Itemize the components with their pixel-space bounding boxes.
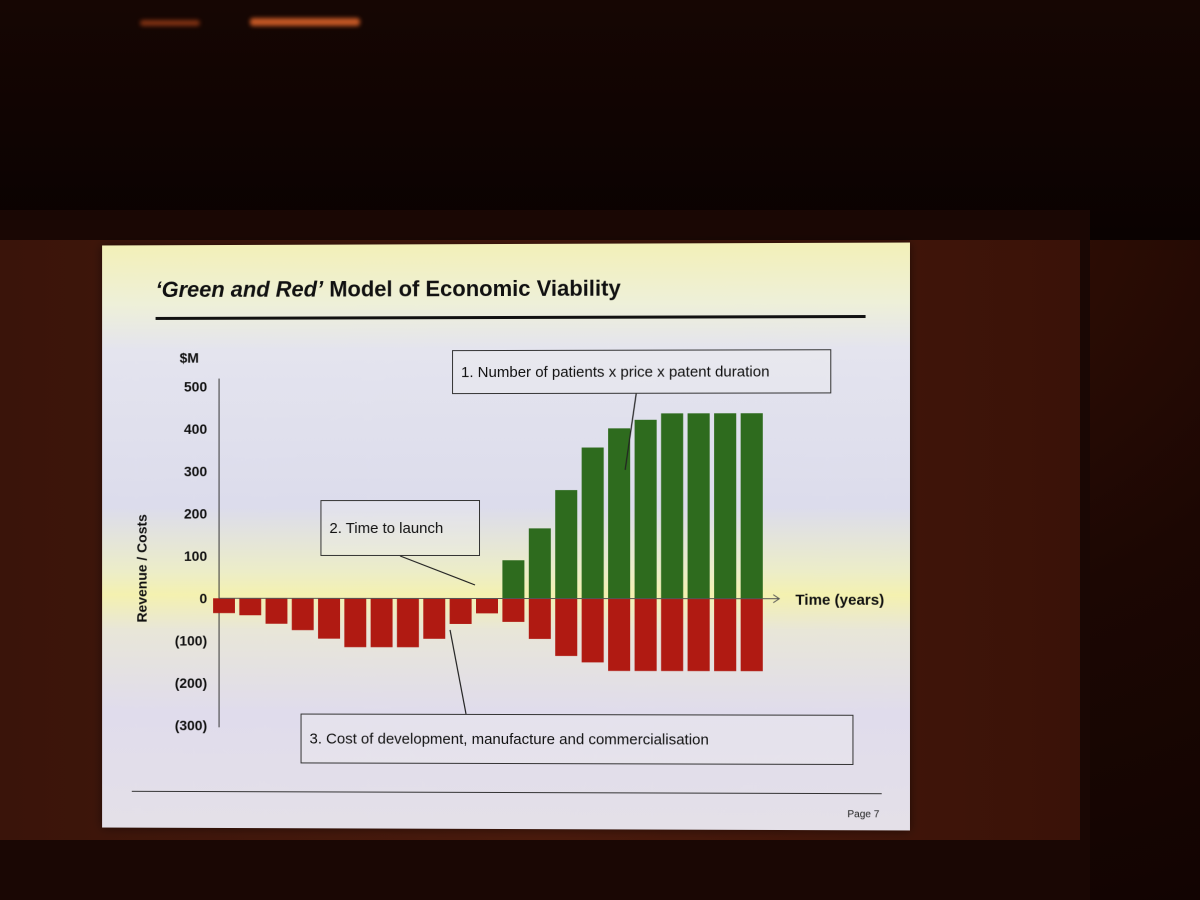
revenue-bar — [635, 420, 657, 599]
cost-bar — [529, 599, 551, 639]
revenue-bar — [741, 413, 763, 598]
cost-bar — [582, 599, 604, 663]
cost-bar — [608, 599, 630, 671]
callout-revenue: 1. Number of patients x price x patent d… — [452, 349, 831, 394]
cost-bar — [292, 598, 314, 630]
callout-time-to-launch-text: 2. Time to launch — [329, 520, 443, 537]
revenue-bar — [688, 413, 710, 598]
presentation-slide: ‘Green and Red’ Model of Economic Viabil… — [102, 243, 910, 831]
revenue-bar — [661, 413, 683, 598]
cost-bar — [476, 598, 498, 613]
y-tick-label: (300) — [175, 717, 207, 733]
cost-bar — [555, 599, 577, 656]
cost-bar — [266, 598, 288, 623]
ceiling-light — [250, 18, 360, 26]
y-tick-label: 300 — [184, 463, 207, 479]
cost-bar — [635, 599, 657, 671]
y-tick-label: 200 — [184, 506, 207, 522]
cost-bar — [450, 598, 472, 624]
callout-cost-text: 3. Cost of development, manufacture and … — [310, 730, 709, 748]
callout-revenue-text: 1. Number of patients x price x patent d… — [461, 363, 769, 381]
y-tick-label: 400 — [184, 421, 207, 437]
y-unit-label: $M — [180, 350, 199, 366]
y-tick-label: 500 — [184, 379, 207, 395]
page-number: Page 7 — [847, 809, 879, 820]
cost-bar — [661, 599, 683, 671]
cost-bar — [688, 599, 710, 671]
revenue-bar — [555, 490, 577, 598]
callout-cost: 3. Cost of development, manufacture and … — [301, 714, 854, 765]
revenue-bar — [608, 428, 630, 598]
revenue-bar — [582, 448, 604, 599]
revenue-bar — [529, 528, 551, 598]
cost-bar — [344, 598, 366, 647]
cost-bar — [213, 598, 235, 613]
callout-time-to-launch: 2. Time to launch — [320, 500, 480, 556]
y-tick-label: (100) — [175, 633, 207, 649]
cost-bar — [423, 598, 445, 638]
y-tick-label: (200) — [175, 675, 207, 691]
callout-time-leader — [400, 556, 475, 585]
cost-bar — [318, 598, 340, 638]
cost-bar — [741, 599, 763, 672]
revenue-bar — [714, 413, 736, 598]
cost-bar — [239, 598, 261, 615]
cost-bar — [371, 598, 393, 647]
cost-bar — [714, 599, 736, 671]
y-tick-label: 0 — [199, 590, 207, 606]
ceiling-light — [140, 20, 200, 26]
y-tick-label: 100 — [184, 548, 207, 564]
cost-bar — [397, 598, 419, 647]
room-background — [0, 0, 1200, 240]
revenue-bar — [502, 560, 524, 598]
y-axis-label: Revenue / Costs — [134, 514, 150, 623]
callout-cost-leader — [450, 630, 466, 714]
cost-bar — [502, 598, 524, 621]
x-axis-label: Time (years) — [795, 592, 884, 609]
